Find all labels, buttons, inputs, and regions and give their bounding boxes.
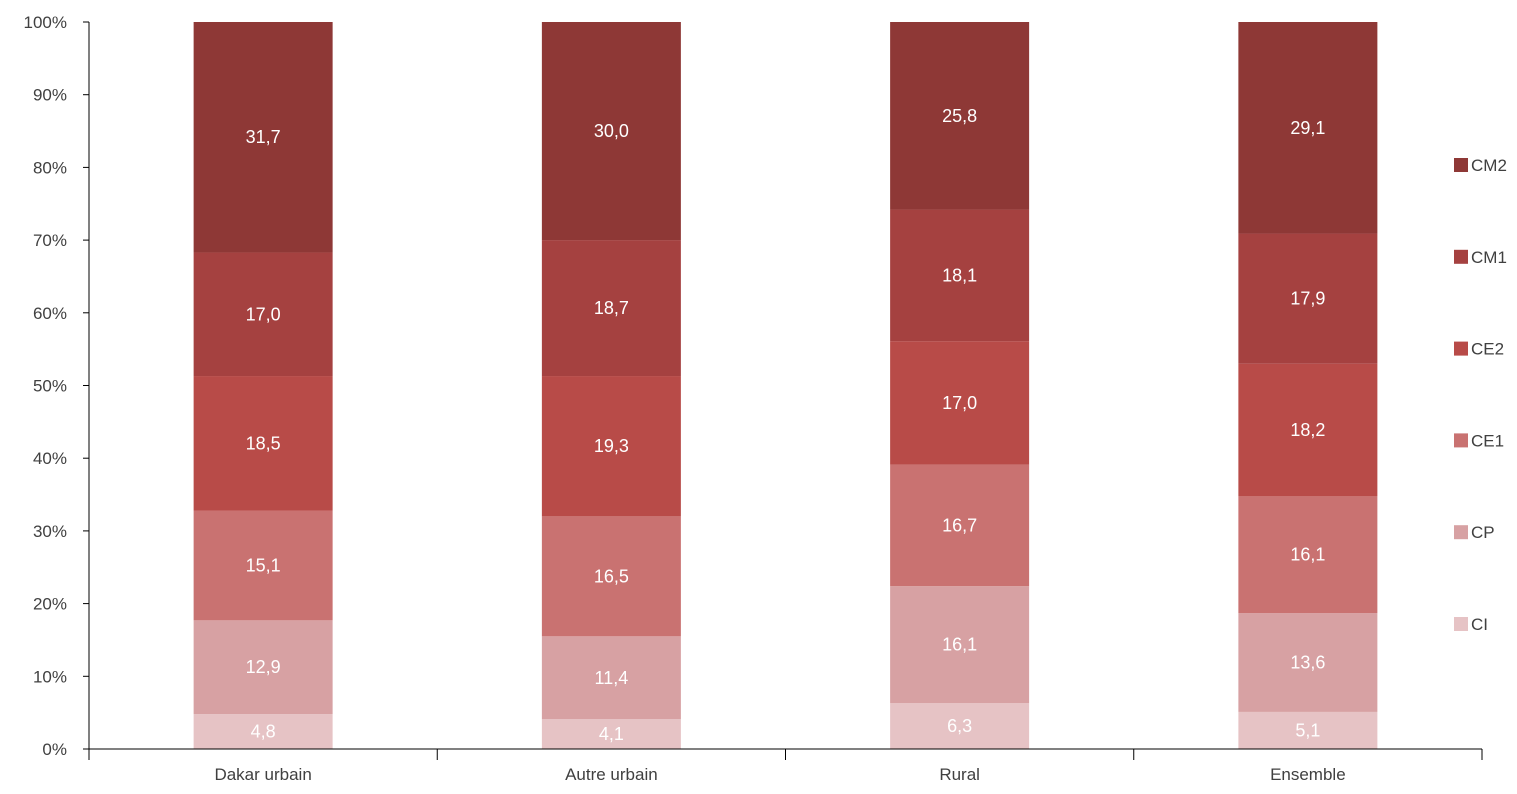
x-tick-label: Dakar urbain: [214, 765, 311, 784]
y-tick-label: 60%: [33, 304, 67, 323]
bar-segment-ce2-2: [541, 376, 681, 517]
data-label-ce2-3: 17,0: [942, 393, 977, 413]
data-label-cm2-2: 30,0: [594, 121, 629, 141]
bar-segment-cm1-4: [1238, 233, 1378, 364]
legend-label-cm2: CM2: [1471, 156, 1507, 175]
data-label-ce2-1: 18,5: [246, 433, 281, 453]
data-label-cm2-1: 31,7: [246, 127, 281, 147]
data-label-cm2-4: 29,1: [1290, 118, 1325, 138]
y-tick-label: 40%: [33, 449, 67, 468]
bar-segment-ce1-2: [541, 516, 681, 637]
legend-swatch-cm1: [1454, 249, 1468, 264]
y-tick-label: 20%: [33, 595, 67, 614]
data-label-cm1-4: 17,9: [1290, 289, 1325, 309]
axes-layer: Dakar urbain Autre urbain Rural Ensemble 0% 1…: [24, 13, 1483, 784]
y-tick-label: 100%: [24, 13, 67, 32]
bar-segment-cp-4: [1238, 613, 1378, 712]
legend-swatch-ci: [1454, 617, 1468, 631]
data-label-ci-2: 4,1: [599, 724, 624, 744]
bar-segment-ci-4: [1238, 711, 1378, 749]
legend-label-cp: CP: [1471, 523, 1495, 542]
y-tick-label: 30%: [33, 522, 67, 541]
data-label-ce2-2: 19,3: [594, 436, 629, 456]
legend-swatch-cp: [1454, 525, 1468, 540]
y-tick-label: 70%: [33, 231, 67, 250]
legend: CM2 CM1 CE2 CE1 CP CI: [1454, 156, 1507, 634]
bar-segment-ce2-1: [193, 376, 333, 511]
x-tick-label: Ensemble: [1270, 765, 1346, 784]
bar-segment-cm1-1: [193, 252, 333, 377]
data-label-ce2-4: 18,2: [1290, 420, 1325, 440]
bar-segment-cm1-2: [541, 240, 681, 377]
data-label-ci-1: 4,8: [251, 722, 276, 742]
legend-label-ci: CI: [1471, 615, 1488, 634]
bar-segment-ci-1: [193, 714, 333, 749]
data-label-cm1-2: 18,7: [594, 298, 629, 318]
y-tick-label: 80%: [33, 158, 67, 177]
data-label-cp-1: 12,9: [246, 657, 281, 677]
bar-segment-ci-3: [890, 703, 1030, 749]
data-label-cm2-3: 25,8: [942, 106, 977, 126]
data-label-ce1-3: 16,7: [942, 515, 977, 535]
y-tick-label: 10%: [33, 667, 67, 686]
bar-segment-cm2-3: [890, 22, 1030, 210]
data-label-cp-4: 13,6: [1290, 652, 1325, 672]
y-tick-label: 90%: [33, 86, 67, 105]
legend-label-ce1: CE1: [1471, 431, 1504, 450]
bars-layer: [193, 22, 1378, 749]
bar-segment-cm2-4: [1238, 22, 1378, 234]
data-label-ce1-1: 15,1: [246, 555, 281, 575]
legend-swatch-ce1: [1454, 433, 1468, 448]
y-tick-label: 0%: [42, 740, 67, 759]
bar-segment-cp-2: [541, 636, 681, 720]
bar-segment-cm2-2: [541, 22, 681, 241]
bar-segment-ce1-3: [890, 464, 1030, 587]
bar-segment-cm2-1: [193, 22, 333, 253]
data-label-ci-3: 6,3: [947, 716, 972, 736]
bar-segment-ce1-4: [1238, 496, 1378, 614]
data-label-cp-2: 11,4: [595, 668, 629, 688]
bar-segment-ci-2: [541, 719, 681, 749]
data-label-cm1-3: 18,1: [942, 265, 977, 285]
legend-swatch-ce2: [1454, 341, 1468, 356]
bar-segment-ce2-3: [890, 341, 1030, 465]
legend-label-ce2: CE2: [1471, 340, 1504, 359]
bar-segment-ce1-1: [193, 510, 333, 621]
y-tick-label: 50%: [33, 377, 67, 396]
bar-segment-cp-3: [890, 586, 1030, 704]
data-labels-layer: 4,8 12,9 15,1 18,5 17,0 31,7 4,1 11,4 16,5 19,3 18…: [246, 106, 1326, 744]
data-label-cm1-1: 17,0: [246, 304, 281, 324]
data-label-ci-4: 5,1: [1295, 720, 1320, 740]
legend-label-cm1: CM1: [1471, 248, 1507, 267]
bar-segment-cm1-3: [890, 209, 1030, 342]
x-tick-label: Rural: [939, 765, 980, 784]
bar-segment-cp-1: [193, 620, 333, 715]
data-label-ce1-4: 16,1: [1290, 545, 1325, 565]
data-label-ce1-2: 16,5: [594, 566, 629, 586]
data-label-cp-3: 16,1: [942, 635, 977, 655]
x-tick-label: Autre urbain: [565, 765, 658, 784]
legend-swatch-cm2: [1454, 158, 1468, 172]
bar-segment-ce2-4: [1238, 363, 1378, 497]
